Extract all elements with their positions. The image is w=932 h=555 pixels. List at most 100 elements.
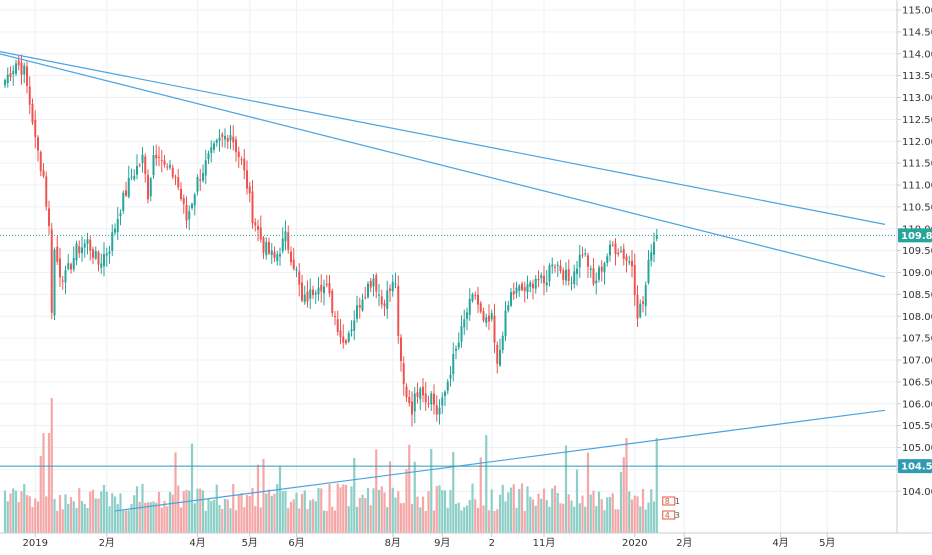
volume-bar xyxy=(56,510,59,533)
volume-bar xyxy=(320,488,323,533)
candle-body xyxy=(540,275,543,279)
volume-bar xyxy=(270,495,273,533)
candle-body xyxy=(639,303,642,318)
x-axis-ticks: 2019 2月 4月 5月 6月 8月 9月 2 11月 2020 2月 4月 5月 xyxy=(23,533,835,549)
volume-bar xyxy=(611,493,614,533)
volume-bar xyxy=(146,502,150,533)
volume-bar xyxy=(306,509,309,533)
volume-bar xyxy=(75,507,78,533)
volume-bar xyxy=(641,488,645,533)
volume-bar xyxy=(160,507,163,533)
volume-bar xyxy=(468,500,471,533)
x-tick-label: 8月 xyxy=(385,537,401,549)
candle-body xyxy=(94,250,97,259)
volume-bar xyxy=(215,484,218,533)
trend-line[interactable] xyxy=(0,53,886,278)
volume-bar xyxy=(69,497,73,533)
volume-bar xyxy=(358,497,361,533)
candle-body xyxy=(592,268,595,285)
candle-body xyxy=(61,280,64,282)
volume-bar xyxy=(575,469,579,533)
candle-body xyxy=(504,310,507,337)
volume-bar xyxy=(267,489,271,533)
volume-bar xyxy=(135,486,139,533)
volume-bar xyxy=(537,493,540,533)
volume-bar xyxy=(339,487,342,533)
volume-bar xyxy=(633,495,636,533)
trend-line[interactable] xyxy=(114,409,886,512)
candle-body xyxy=(562,270,565,280)
volume-bar xyxy=(127,510,130,533)
candle-body xyxy=(339,330,342,338)
level-price-tag xyxy=(898,459,932,474)
volume-bar xyxy=(144,502,147,533)
candle-body xyxy=(224,136,226,140)
candle-body xyxy=(75,243,78,261)
candle-body xyxy=(383,303,386,307)
volume-bar xyxy=(284,490,287,533)
candle-body xyxy=(485,317,488,323)
volume-bar xyxy=(542,488,546,533)
candle-body xyxy=(279,254,281,257)
y-tick-label: 105.500 xyxy=(902,421,932,432)
candle-body xyxy=(281,238,284,252)
candle-body xyxy=(152,155,155,176)
volume-bar xyxy=(229,508,232,533)
candle-body xyxy=(372,278,375,287)
volume-bar xyxy=(606,497,609,533)
candle-body xyxy=(136,165,138,175)
y-tick-label: 114.500 xyxy=(902,27,932,38)
volume-bar xyxy=(116,504,119,533)
candle-body xyxy=(262,237,265,253)
candle-body xyxy=(78,246,81,254)
candle-body xyxy=(655,235,658,240)
volume-bar xyxy=(529,496,532,533)
candle-body xyxy=(213,143,215,150)
volume-bar xyxy=(259,507,262,533)
candle-body xyxy=(111,232,114,252)
y-axis-ticks: 115.000 114.500 114.000 113.500 113.000 112.5… xyxy=(897,6,932,498)
volume-bar xyxy=(441,490,444,533)
volume-bar xyxy=(309,500,312,533)
candle-body xyxy=(144,156,147,174)
volume-bar xyxy=(163,500,166,533)
drawing-lines[interactable] xyxy=(0,51,897,512)
event-flag-label: 4 xyxy=(665,511,670,520)
volume-bar xyxy=(50,398,53,533)
volume-bar xyxy=(432,510,436,533)
y-tick-label: 107.500 xyxy=(902,334,932,345)
candle-body xyxy=(246,170,248,189)
candle-body xyxy=(248,186,251,194)
candle-body xyxy=(89,239,92,251)
trend-line[interactable] xyxy=(0,51,886,225)
volume-bar xyxy=(553,485,557,533)
candle-body xyxy=(268,242,270,254)
candle-body xyxy=(353,320,356,331)
candle-body xyxy=(237,151,240,158)
candle-body xyxy=(477,294,479,305)
candle-body xyxy=(424,393,427,403)
x-tick-label: 4月 xyxy=(772,537,788,549)
x-tick-label: 2 xyxy=(489,538,495,549)
volume-bar xyxy=(498,494,502,533)
candle-body xyxy=(147,174,149,200)
candle-body xyxy=(606,256,609,263)
candle-body xyxy=(180,188,182,200)
event-markers[interactable]: 8 1 4 3 xyxy=(662,496,680,520)
candle-body xyxy=(105,253,108,256)
candle-body xyxy=(614,243,617,255)
candle-body xyxy=(125,190,127,196)
volume-bar xyxy=(608,496,612,533)
candle-body xyxy=(202,173,204,181)
candle-body xyxy=(622,248,625,259)
candle-body xyxy=(171,167,174,177)
candle-body xyxy=(628,261,631,263)
volume-bar xyxy=(333,510,337,533)
volume-bar xyxy=(507,492,510,533)
candle-body xyxy=(265,242,268,256)
candle-body xyxy=(603,263,606,273)
